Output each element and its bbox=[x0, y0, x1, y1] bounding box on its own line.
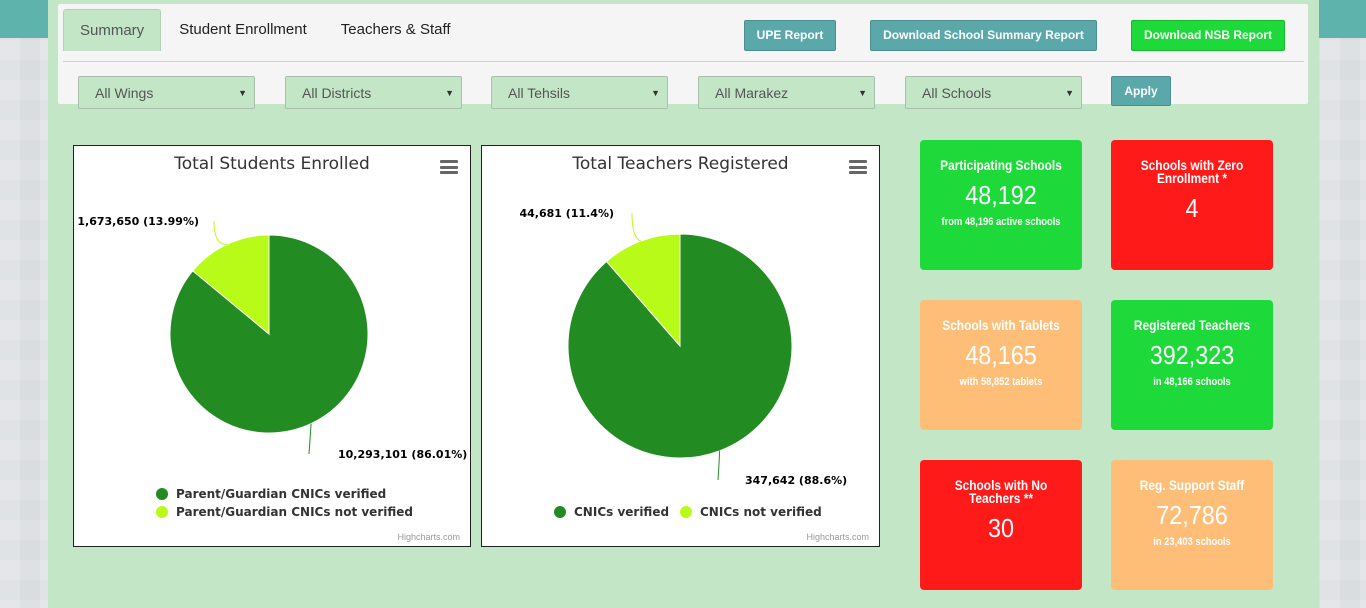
card-title: Schools with Zero Enrollment * bbox=[1140, 157, 1244, 186]
card-value: 72,786 bbox=[1156, 500, 1228, 530]
chart-menu-icon[interactable] bbox=[440, 160, 458, 174]
students-pie-svg: 10,293,101 (86.01%) 1,673,650 (13.99%) Par… bbox=[77, 215, 467, 519]
schools-select-value: All Schools bbox=[922, 85, 992, 101]
teachers-pie-svg: 347,642 (88.6%) 44,681 (11.4%) CNICs verif… bbox=[520, 207, 848, 519]
download-school-summary-button[interactable]: Download School Summary Report bbox=[870, 20, 1097, 51]
chart-menu-icon[interactable] bbox=[849, 160, 867, 174]
marakez-select[interactable]: All Marakez ▼ bbox=[698, 76, 875, 109]
data-label-connector bbox=[631, 212, 641, 242]
pie-slice[interactable] bbox=[605, 233, 681, 348]
card-title: Registered Teachers bbox=[1133, 317, 1251, 333]
card-title: Schools with Tablets bbox=[942, 317, 1060, 333]
card-value: 392,323 bbox=[1149, 340, 1235, 370]
chevron-down-icon: ▼ bbox=[1065, 88, 1074, 98]
legend-item[interactable]: CNICs verified bbox=[574, 505, 669, 519]
data-label: 10,293,101 (86.01%) bbox=[338, 448, 467, 461]
districts-select[interactable]: All Districts ▼ bbox=[285, 76, 462, 109]
chevron-down-icon: ▼ bbox=[445, 88, 454, 98]
download-nsb-report-button[interactable]: Download NSB Report bbox=[1131, 20, 1285, 51]
data-label: 347,642 (88.6%) bbox=[745, 474, 847, 487]
support-staff-card: Reg. Support Staff 72,786 in 23,403 scho… bbox=[1111, 460, 1273, 590]
data-label: 1,673,650 (13.99%) bbox=[77, 215, 199, 228]
data-label-connector bbox=[213, 220, 227, 245]
card-title: Reg. Support Staff bbox=[1139, 477, 1245, 493]
card-subtitle: in 23,403 schools bbox=[1153, 536, 1231, 548]
dashboard-header bbox=[58, 4, 1308, 104]
schools-with-tablets-card: Schools with Tablets 48,165 with 58,852 … bbox=[920, 300, 1082, 430]
chevron-down-icon: ▼ bbox=[651, 88, 660, 98]
districts-select-value: All Districts bbox=[302, 85, 372, 101]
card-subtitle: in 48,166 schools bbox=[1153, 376, 1231, 388]
wings-select-value: All Wings bbox=[95, 85, 154, 101]
data-label-connector bbox=[308, 423, 312, 455]
tab-teachers-staff[interactable]: Teachers & Staff bbox=[340, 21, 451, 38]
legend-item[interactable]: Parent/Guardian CNICs not verified bbox=[176, 505, 413, 519]
card-subtitle: from 48,196 active schools bbox=[941, 216, 1061, 228]
pie-slice[interactable] bbox=[192, 234, 270, 336]
chevron-down-icon: ▼ bbox=[238, 88, 247, 98]
registered-teachers-card: Registered Teachers 392,323 in 48,166 sc… bbox=[1111, 300, 1273, 430]
tab-student-enrollment[interactable]: Student Enrollment bbox=[179, 21, 307, 38]
tab-summary[interactable]: Summary bbox=[63, 9, 162, 51]
data-label: 44,681 (11.4%) bbox=[520, 207, 615, 220]
legend-marker[interactable] bbox=[554, 506, 566, 518]
chart-title: Total Teachers Registered bbox=[572, 154, 789, 174]
legend-item[interactable]: Parent/Guardian CNICs verified bbox=[176, 487, 386, 501]
students-enrolled-chart: Total Students Enrolled 10,293,101 (86.0… bbox=[73, 145, 471, 547]
card-title: Participating Schools bbox=[940, 157, 1062, 173]
apply-button[interactable]: Apply bbox=[1111, 76, 1171, 106]
tehsils-select[interactable]: All Tehsils ▼ bbox=[491, 76, 668, 109]
card-title: Schools with No Teachers ** bbox=[954, 477, 1048, 506]
chart-credits[interactable]: Highcharts.com bbox=[397, 532, 460, 542]
chart-credits[interactable]: Highcharts.com bbox=[806, 532, 869, 542]
card-value: 4 bbox=[1185, 193, 1199, 223]
tehsils-select-value: All Tehsils bbox=[508, 85, 570, 101]
legend-item[interactable]: CNICs not verified bbox=[700, 505, 822, 519]
card-value: 48,165 bbox=[965, 340, 1037, 370]
header-divider bbox=[63, 61, 1304, 62]
upe-report-button[interactable]: UPE Report bbox=[744, 20, 836, 51]
zero-enrollment-card: Schools with Zero Enrollment * 4 bbox=[1111, 140, 1273, 270]
no-teachers-card: Schools with No Teachers ** 30 bbox=[920, 460, 1082, 590]
data-label-connector bbox=[717, 450, 720, 481]
chevron-down-icon: ▼ bbox=[858, 88, 867, 98]
legend-marker[interactable] bbox=[680, 506, 692, 518]
participating-schools-card: Participating Schools 48,192 from 48,196… bbox=[920, 140, 1082, 270]
marakez-select-value: All Marakez bbox=[715, 85, 789, 101]
card-value: 30 bbox=[987, 513, 1015, 543]
wings-select[interactable]: All Wings ▼ bbox=[78, 76, 255, 109]
card-value: 48,192 bbox=[965, 180, 1037, 210]
schools-select[interactable]: All Schools ▼ bbox=[905, 76, 1082, 109]
tab-bar: Summary Student Enrollment Teachers & St… bbox=[63, 9, 467, 51]
legend-marker[interactable] bbox=[156, 506, 168, 518]
teachers-registered-chart: Total Teachers Registered 347,642 (88.6%… bbox=[481, 145, 880, 547]
chart-title: Total Students Enrolled bbox=[174, 154, 370, 174]
legend-marker[interactable] bbox=[156, 488, 168, 500]
card-subtitle: with 58,852 tablets bbox=[959, 376, 1043, 388]
